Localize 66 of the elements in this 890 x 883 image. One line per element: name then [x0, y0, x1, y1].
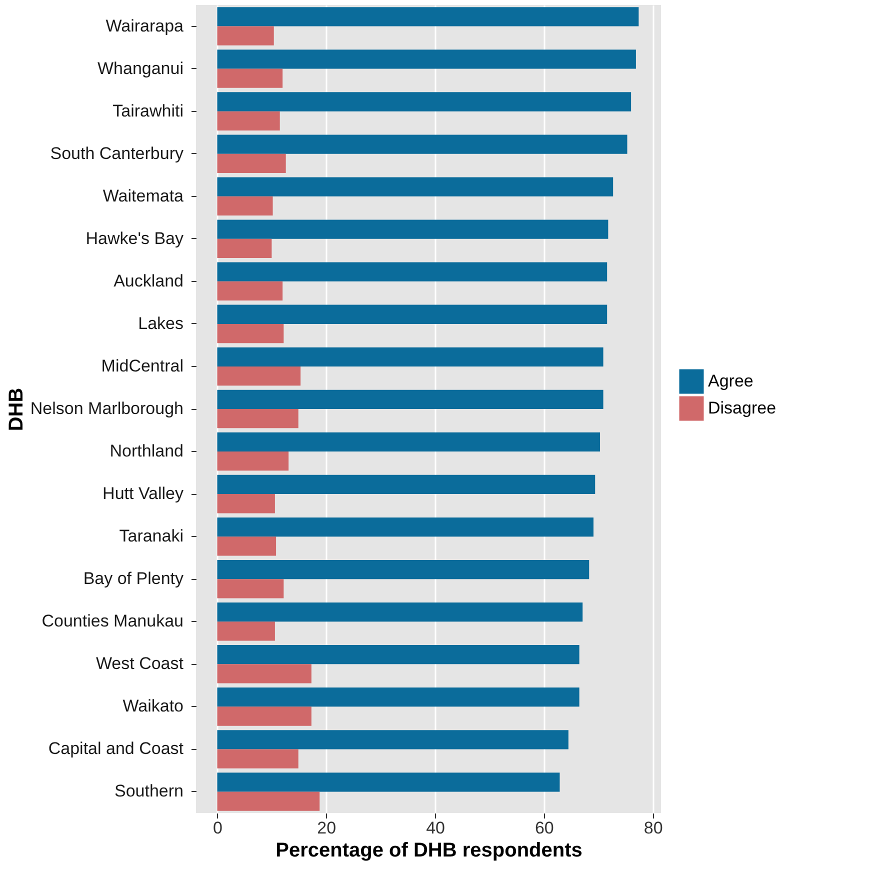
y-tick-label: Taranaki — [119, 526, 184, 546]
x-tick-label: 80 — [644, 818, 663, 838]
bar — [217, 390, 604, 409]
y-tick-label: Tairawhiti — [112, 101, 184, 120]
y-tick-label: West Coast — [96, 654, 184, 674]
x-tick-label: 20 — [317, 818, 336, 838]
bar — [217, 347, 604, 366]
y-tick-label: Waikato — [122, 696, 184, 716]
bar — [217, 262, 608, 282]
y-tick-label: Wairarapa — [106, 16, 184, 36]
bar — [217, 536, 276, 556]
legend-label: Agree — [708, 372, 754, 390]
bar — [217, 664, 312, 684]
bar — [217, 706, 312, 726]
bar — [217, 324, 284, 344]
legend-label: Disagree — [708, 398, 776, 418]
bar — [217, 579, 284, 598]
y-tick-label: Hutt Valley — [102, 484, 184, 504]
bar — [217, 602, 583, 622]
bar — [217, 111, 280, 130]
y-tick-label: Bay of Plenty — [83, 569, 184, 588]
bar — [217, 134, 628, 154]
y-tick-label: Auckland — [114, 271, 184, 290]
bar — [217, 432, 600, 452]
bar — [217, 220, 608, 239]
x-tick-label: 60 — [534, 818, 554, 838]
y-axis-title: DHB — [5, 388, 28, 432]
bar — [217, 494, 275, 514]
bar — [217, 177, 614, 196]
bar — [217, 730, 568, 750]
x-tick-label: 40 — [426, 818, 445, 838]
bar — [217, 622, 275, 641]
y-tick-label: Southern — [114, 782, 184, 801]
bar — [217, 560, 590, 580]
bar — [217, 304, 608, 324]
bar — [217, 474, 596, 494]
y-tick-label: South Canterbury — [50, 144, 184, 163]
bar — [217, 281, 283, 301]
bar — [217, 452, 289, 471]
bar — [217, 154, 286, 173]
bar — [217, 196, 273, 216]
x-tick-label: 0 — [213, 818, 222, 838]
x-axis-title: Percentage of DHB respondents — [276, 840, 582, 862]
y-tick-label: Lakes — [138, 314, 184, 333]
bar — [217, 68, 283, 88]
bar — [217, 409, 298, 428]
y-tick-label: Hawke's Bay — [86, 228, 184, 248]
y-tick-label: Northland — [110, 442, 184, 461]
bar — [217, 749, 298, 768]
bar — [217, 792, 320, 811]
y-tick-label: Waitemata — [102, 186, 184, 206]
y-tick-label: MidCentral — [101, 356, 184, 376]
bar — [217, 50, 636, 69]
bar — [217, 772, 560, 792]
y-tick-label: Nelson Marlborough — [30, 399, 184, 418]
bar — [217, 645, 580, 664]
y-tick-label: Capital and Coast — [48, 739, 184, 758]
bar — [217, 688, 580, 707]
bar — [217, 517, 594, 537]
bar — [217, 92, 632, 112]
bar — [217, 366, 301, 386]
bar — [217, 7, 639, 26]
y-tick-label: Whanganui — [97, 58, 184, 78]
bar — [217, 26, 274, 46]
y-tick-label: Counties Manukau — [42, 612, 184, 631]
bar — [217, 238, 272, 258]
